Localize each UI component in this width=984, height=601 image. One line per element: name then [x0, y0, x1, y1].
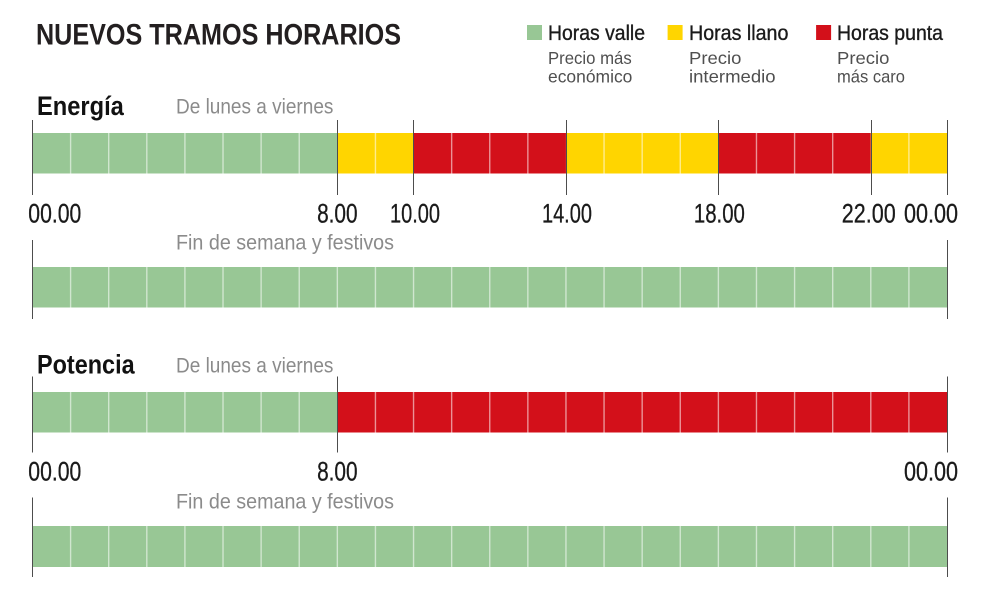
svg-text:22.00: 22.00 [842, 199, 896, 229]
svg-text:Precio: Precio [689, 48, 741, 68]
svg-text:00.00: 00.00 [28, 457, 81, 487]
svg-text:más caro: más caro [837, 67, 905, 87]
svg-text:Energía: Energía [37, 91, 124, 121]
svg-text:Potencia: Potencia [37, 349, 135, 379]
svg-text:Precio más: Precio más [548, 48, 632, 68]
svg-text:intermedio: intermedio [689, 67, 776, 87]
svg-text:00.00: 00.00 [28, 199, 81, 229]
svg-text:Horas valle: Horas valle [548, 22, 645, 45]
svg-text:Horas llano: Horas llano [689, 22, 788, 45]
svg-text:Precio: Precio [837, 48, 889, 68]
svg-text:económico: económico [548, 67, 632, 87]
svg-text:Horas punta: Horas punta [837, 22, 943, 45]
svg-text:Fin de semana y festivos: Fin de semana y festivos [176, 490, 394, 513]
svg-text:00.00: 00.00 [904, 457, 958, 487]
svg-text:De lunes a viernes: De lunes a viernes [176, 354, 333, 377]
svg-text:18.00: 18.00 [694, 199, 745, 229]
svg-text:Fin de semana y festivos: Fin de semana y festivos [176, 231, 394, 254]
svg-text:8.00: 8.00 [317, 457, 358, 487]
svg-text:14.00: 14.00 [542, 199, 592, 229]
svg-text:8.00: 8.00 [317, 199, 358, 229]
svg-text:10.00: 10.00 [390, 199, 440, 229]
svg-text:De lunes a viernes: De lunes a viernes [176, 95, 333, 118]
svg-text:NUEVOS TRAMOS HORARIOS: NUEVOS TRAMOS HORARIOS [36, 18, 401, 51]
svg-text:00.00: 00.00 [904, 199, 958, 229]
